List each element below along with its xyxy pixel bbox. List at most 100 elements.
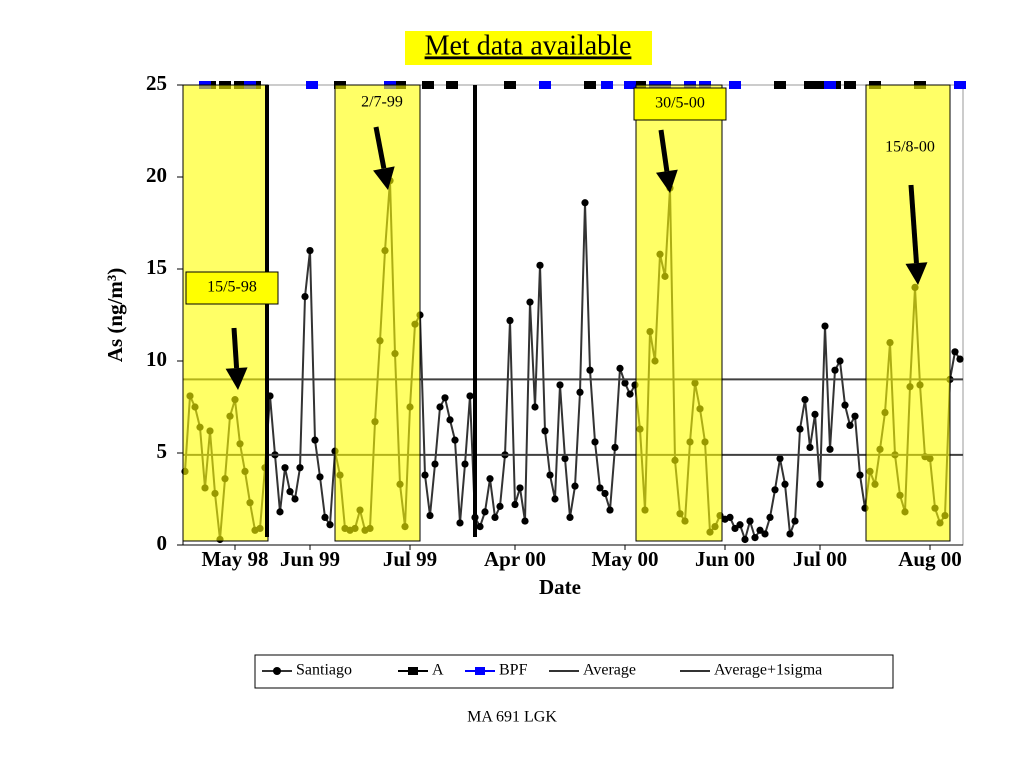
data-point — [601, 489, 609, 498]
data-point — [446, 416, 454, 424]
data-point — [776, 454, 784, 463]
availability-mark — [306, 81, 318, 89]
data-point — [826, 445, 834, 453]
data-point — [766, 513, 774, 522]
data-point — [296, 464, 304, 472]
x-tick-label: Jul 00 — [793, 547, 847, 571]
data-point — [626, 390, 634, 398]
availability-mark — [814, 81, 826, 89]
data-point — [461, 460, 469, 468]
data-point — [851, 412, 859, 420]
arrow-head — [655, 169, 678, 193]
data-point — [281, 464, 289, 472]
data-point — [466, 392, 474, 400]
data-point — [781, 480, 789, 488]
footer: MA 691 LGK — [467, 709, 557, 726]
legend-label: A — [432, 662, 444, 679]
data-point — [436, 403, 444, 411]
highlight-band — [865, 84, 951, 542]
data-point — [731, 524, 739, 533]
availability-mark — [729, 81, 741, 89]
data-point — [836, 357, 844, 365]
availability-mark — [624, 81, 636, 89]
legend-marker — [475, 667, 485, 675]
data-point — [486, 475, 494, 483]
annotation-arrow — [908, 184, 919, 264]
data-point — [316, 473, 324, 481]
data-point — [516, 484, 524, 492]
highlight-band — [635, 84, 723, 542]
data-point — [796, 425, 804, 433]
data-point — [536, 261, 544, 269]
legend-label: Average — [583, 662, 636, 679]
x-axis-label: Date — [539, 575, 581, 599]
highlight-band — [182, 84, 269, 542]
annotation: 2/7-99 — [361, 94, 403, 111]
x-tick-label: Jun 00 — [695, 547, 755, 571]
y-tick-label: 15 — [146, 255, 167, 279]
data-point — [456, 519, 464, 527]
data-point — [596, 484, 604, 492]
annotation-box — [633, 87, 727, 121]
plot-frame — [182, 84, 964, 546]
legend-marker — [273, 667, 281, 675]
data-point — [576, 388, 584, 396]
x-tick-label: May 00 — [591, 547, 658, 571]
annotation-arrow — [231, 327, 240, 369]
data-point — [801, 396, 809, 404]
legend-label: Average+1sigma — [714, 662, 822, 679]
data-point — [571, 482, 579, 490]
data-point — [621, 379, 629, 387]
data-point — [841, 401, 849, 409]
annotation: 15/8-00 — [885, 139, 935, 156]
data-point — [951, 348, 959, 356]
title-highlight — [405, 31, 652, 65]
y-tick-label: 25 — [146, 71, 167, 95]
data-point — [806, 443, 814, 452]
data-point — [611, 443, 619, 452]
y-tick-label: 0 — [157, 531, 168, 555]
availability-mark — [504, 81, 516, 89]
data-point — [616, 364, 624, 372]
data-point — [561, 454, 569, 463]
data-point — [606, 506, 614, 514]
annotation-arrow — [658, 129, 670, 172]
x-tick-label: Apr 00 — [484, 547, 546, 571]
y-axis-label: As (ng/m³) — [103, 268, 127, 362]
data-point — [276, 508, 284, 516]
data-point — [811, 410, 819, 418]
data-point — [956, 355, 964, 363]
chart-title: Met data available — [425, 30, 632, 61]
data-point — [726, 513, 734, 522]
availability-mark — [774, 81, 786, 89]
arrow-head — [905, 262, 928, 285]
availability-mark — [422, 81, 434, 89]
data-point — [556, 381, 564, 389]
legend-marker — [408, 667, 418, 675]
data-point — [831, 366, 839, 374]
availability-mark — [584, 81, 596, 89]
data-point — [451, 436, 459, 444]
data-point — [566, 513, 574, 522]
y-tick-label: 20 — [146, 163, 167, 187]
data-point — [441, 394, 449, 402]
data-point — [326, 521, 334, 529]
data-point — [496, 502, 504, 510]
data-point — [481, 508, 489, 516]
data-point — [286, 488, 294, 496]
data-point — [321, 513, 329, 522]
data-point — [771, 486, 779, 494]
x-tick-label: Aug 00 — [898, 547, 962, 571]
x-tick-label: May 98 — [201, 547, 268, 571]
data-point — [756, 526, 764, 534]
data-point — [291, 495, 299, 503]
data-point — [746, 517, 754, 525]
highlight-band — [334, 84, 421, 542]
x-tick-label: Jun 99 — [280, 547, 340, 571]
data-point — [816, 480, 824, 488]
data-point — [551, 495, 559, 503]
annotation-box — [185, 271, 279, 305]
data-point — [301, 293, 309, 301]
data-point — [751, 534, 759, 542]
